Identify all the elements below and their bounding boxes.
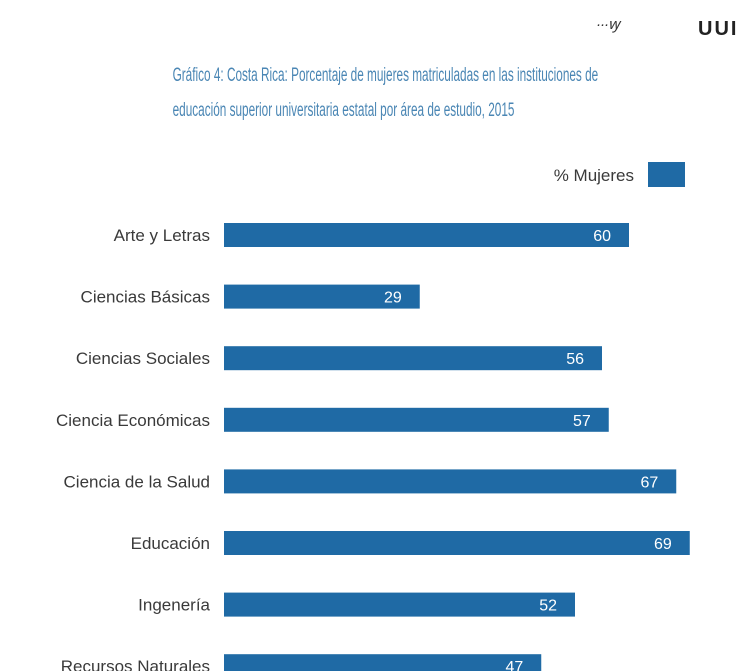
value-label-ciencias-sociales: 56 — [566, 351, 584, 368]
category-label-ciencias-sociales: Ciencias Sociales — [76, 349, 210, 368]
bar-ciencia-de-la-salud — [224, 469, 677, 494]
value-label-ciencia-de-la-salud: 67 — [640, 474, 658, 491]
category-label-ciencia-de-la-salud: Ciencia de la Salud — [64, 472, 210, 491]
value-label-ciencia-economicas: 57 — [573, 413, 591, 430]
category-label-ciencias-basicas: Ciencias Básicas — [81, 288, 210, 307]
category-label-educacion: Educación — [131, 534, 210, 553]
chart-title-line-1: Gráfico 4: Costa Rica: Porcentaje de muj… — [172, 65, 599, 86]
legend-label: % Mujeres — [554, 166, 634, 185]
value-label-recursos-naturales: 47 — [505, 659, 523, 671]
bar-ingeneria — [224, 592, 575, 617]
chart-title-line-2: educación superior universitaria estatal… — [172, 100, 515, 121]
bar-arte-y-letras — [224, 223, 629, 247]
chart-title: Gráfico 4: Costa Rica: Porcentaje de muj… — [172, 58, 599, 128]
bars-layer: Arte y Letras 60 Ciencias Básicas 29 Ciencia… — [56, 223, 690, 671]
corner-scribble: ···ꝡ — [596, 16, 620, 33]
legend: % Mujeres — [554, 162, 685, 187]
bar-ciencias-sociales — [224, 346, 602, 371]
category-label-ingeneria: Ingenería — [138, 596, 210, 615]
bar-educacion — [224, 531, 690, 555]
category-label-ciencia-economicas: Ciencia Económicas — [56, 411, 210, 430]
value-label-ingeneria: 52 — [539, 598, 557, 615]
value-label-arte-y-letras: 60 — [593, 228, 611, 245]
value-label-ciencias-basicas: 29 — [384, 290, 402, 307]
value-label-educacion: 69 — [654, 536, 672, 553]
bar-ciencia-economicas — [224, 407, 609, 432]
category-label-arte-y-letras: Arte y Letras — [114, 226, 210, 245]
bar-ciencias-basicas — [224, 284, 420, 309]
legend-swatch — [648, 162, 685, 187]
bar-recursos-naturales — [224, 654, 542, 671]
category-label-recursos-naturales: Recursos Naturales — [61, 657, 210, 671]
corner-code: UUI — [698, 18, 739, 40]
